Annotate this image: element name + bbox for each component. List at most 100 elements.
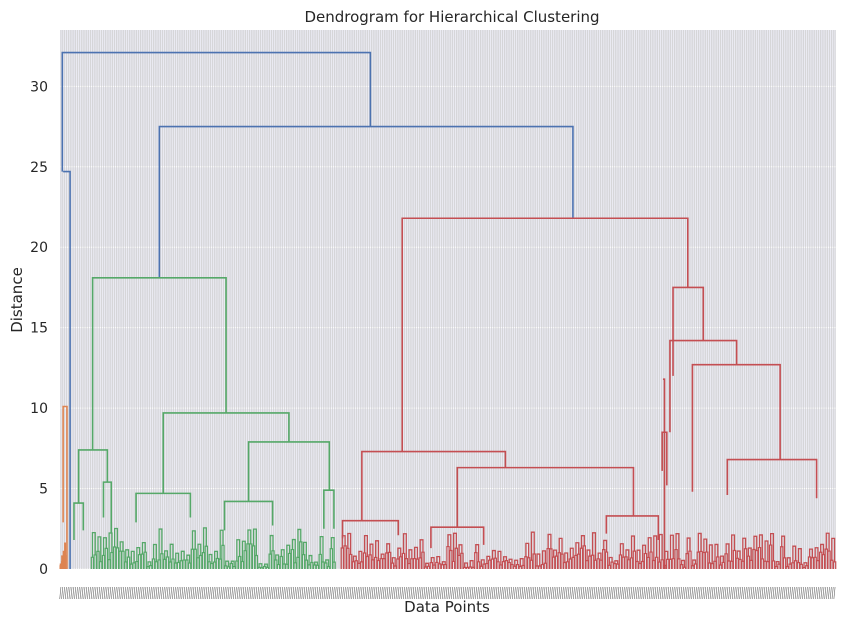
- x-tick-mark: [635, 586, 638, 600]
- dendrogram-link: [119, 541, 124, 552]
- x-tick-mark: [68, 586, 71, 600]
- x-tick-mark: [693, 586, 695, 600]
- x-tick-mark: [683, 586, 686, 600]
- x-tick-mark: [482, 586, 485, 600]
- dendrogram-link: [692, 559, 697, 566]
- x-tick-mark: [436, 586, 439, 600]
- x-tick-mark: [628, 586, 631, 600]
- x-tick-mark: [170, 586, 173, 600]
- x-tick-mark: [682, 586, 684, 600]
- x-tick-mark: [458, 586, 461, 600]
- x-tick-mark: [519, 586, 522, 600]
- dendrogram-link: [742, 537, 747, 562]
- dendrogram-leaf-link: [474, 552, 478, 569]
- x-tick-mark: [427, 586, 429, 600]
- x-tick-mark: [327, 586, 330, 600]
- dendrogram-leaf-link: [757, 546, 762, 569]
- dendrogram-link: [158, 528, 163, 560]
- x-tick-mark: [565, 586, 568, 600]
- x-tick-mark: [98, 586, 101, 600]
- x-axis-leaf-ticks: [59, 586, 836, 600]
- x-tick-mark: [240, 586, 243, 600]
- x-tick-mark: [739, 586, 742, 600]
- x-tick-mark: [813, 586, 816, 600]
- x-tick-mark: [445, 586, 448, 600]
- x-tick-mark: [292, 586, 295, 600]
- x-tick-mark: [262, 586, 265, 600]
- dendrogram-link: [263, 563, 269, 568]
- x-tick-mark: [730, 586, 732, 600]
- x-tick-mark: [220, 586, 222, 600]
- x-tick-mark: [833, 586, 836, 600]
- dendrogram-link: [514, 559, 519, 567]
- dendrogram-link: [202, 527, 207, 553]
- dendrogram-link: [397, 547, 402, 560]
- x-tick-mark: [582, 586, 585, 600]
- x-tick-mark: [125, 586, 128, 600]
- dendrogram-link: [530, 531, 535, 561]
- x-tick-mark: [209, 586, 211, 600]
- x-tick-mark: [663, 586, 666, 600]
- x-tick-mark: [183, 586, 186, 600]
- dendrogram-link: [413, 546, 419, 560]
- dendrogram-merge-link: [158, 125, 574, 278]
- x-tick-mark: [231, 586, 234, 600]
- dendrogram-link: [764, 540, 769, 562]
- x-tick-mark: [236, 586, 239, 600]
- dendrogram-link: [286, 544, 291, 565]
- dendrogram-leaf-link: [96, 550, 100, 569]
- x-tick-mark: [242, 586, 245, 600]
- dendrogram-leaf-link: [604, 551, 609, 569]
- x-tick-mark: [667, 586, 670, 600]
- x-tick-mark: [798, 586, 801, 600]
- dendrogram-link: [152, 543, 157, 562]
- x-tick-mark: [417, 586, 420, 600]
- dendrogram-link: [658, 533, 663, 563]
- x-tick-mark: [831, 586, 834, 600]
- dendrogram-merge-link: [401, 217, 689, 452]
- dendrogram-merge-link: [672, 286, 705, 376]
- x-tick-mark: [571, 586, 574, 600]
- x-tick-mark: [356, 586, 359, 600]
- x-tick-mark: [129, 586, 132, 600]
- x-tick-mark: [297, 586, 300, 600]
- x-tick-mark: [162, 586, 165, 600]
- x-tick-mark: [113, 586, 115, 600]
- x-tick-mark: [829, 586, 832, 600]
- dendrogram-leaf-link: [104, 547, 109, 569]
- x-tick-mark: [476, 586, 479, 600]
- dendrogram-link: [319, 535, 324, 562]
- x-tick-mark: [319, 586, 322, 600]
- dendrogram-link: [164, 550, 169, 560]
- x-tick-mark: [669, 586, 671, 600]
- x-tick-mark: [770, 586, 773, 600]
- x-tick-mark: [308, 586, 311, 600]
- x-tick-mark: [584, 586, 586, 600]
- dendrogram-link: [297, 528, 302, 558]
- x-tick-mark: [658, 586, 660, 600]
- x-tick-mark: [451, 586, 453, 600]
- dendrogram-link: [325, 559, 330, 567]
- x-tick-mark: [286, 586, 289, 600]
- x-tick-mark: [670, 586, 673, 600]
- x-tick-mark: [685, 586, 688, 600]
- x-tick-mark: [656, 586, 659, 600]
- x-tick-mark: [549, 586, 551, 600]
- x-tick-mark: [107, 586, 110, 600]
- x-tick-mark: [526, 586, 529, 600]
- dendrogram-link: [814, 547, 819, 561]
- x-tick-mark: [755, 586, 758, 600]
- x-tick-mark: [366, 586, 368, 600]
- x-tick-mark: [369, 586, 372, 600]
- y-tick-label: 0: [39, 562, 48, 578]
- dendrogram-merge-link: [456, 466, 635, 528]
- x-tick-mark: [659, 586, 662, 600]
- dendrogram-link: [808, 548, 814, 558]
- x-tick-mark: [606, 586, 609, 600]
- x-tick-mark: [345, 586, 348, 600]
- x-tick-mark: [495, 586, 498, 600]
- dendrogram-leaf-link: [771, 560, 776, 569]
- dendrogram-leaf-link: [329, 548, 334, 569]
- dendrogram-link: [647, 537, 652, 558]
- x-tick-mark: [585, 586, 588, 600]
